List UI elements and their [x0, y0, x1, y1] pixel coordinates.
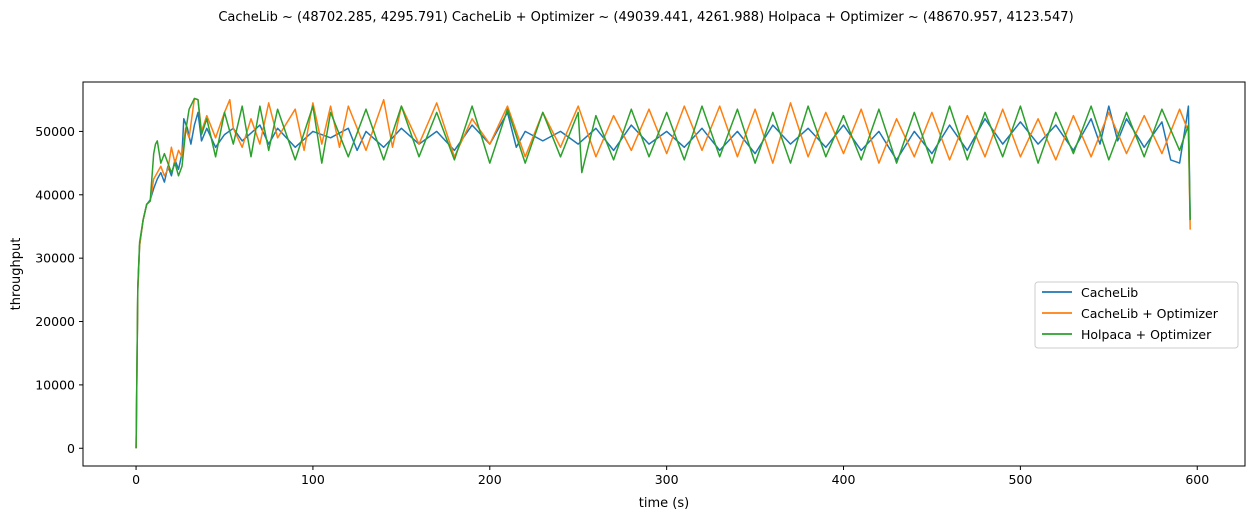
series-line-2: [135, 97, 1191, 449]
x-axis-ticks: 0 100 200 300 400 500 600: [132, 466, 1209, 487]
legend-box: [1034, 281, 1239, 349]
y-tick-label: 20000: [35, 314, 75, 329]
series-line-3: [135, 97, 1191, 449]
legend: CacheLib CacheLib + Optimizer Holpaca + Op…: [1034, 281, 1239, 349]
x-tick-label: 600: [1185, 472, 1209, 487]
chart-title: CacheLib ~ (48702.285, 4295.791) CacheLi…: [218, 10, 1073, 25]
x-axis-label: time (s): [639, 496, 689, 511]
x-tick-label: 500: [1008, 472, 1032, 487]
y-tick-label: 50000: [35, 124, 75, 139]
y-axis-ticks: 0 10000 20000 30000 40000 50000: [35, 124, 83, 456]
y-tick-label: 0: [67, 441, 75, 456]
x-tick-label: 300: [655, 472, 679, 487]
y-tick-label: 10000: [35, 377, 75, 392]
x-tick-label: 100: [301, 472, 325, 487]
x-tick-label: 0: [132, 472, 140, 487]
x-tick-label: 400: [832, 472, 856, 487]
legend-label: CacheLib: [1081, 285, 1138, 300]
legend-label: CacheLib + Optimizer: [1081, 306, 1219, 321]
y-tick-label: 40000: [35, 187, 75, 202]
series-layer: [135, 97, 1191, 449]
x-tick-label: 200: [478, 472, 502, 487]
plot-frame: [82, 81, 1246, 467]
y-axis-label: throughput: [9, 238, 24, 311]
legend-label: Holpaca + Optimizer: [1081, 327, 1212, 342]
y-tick-label: 30000: [35, 251, 75, 266]
